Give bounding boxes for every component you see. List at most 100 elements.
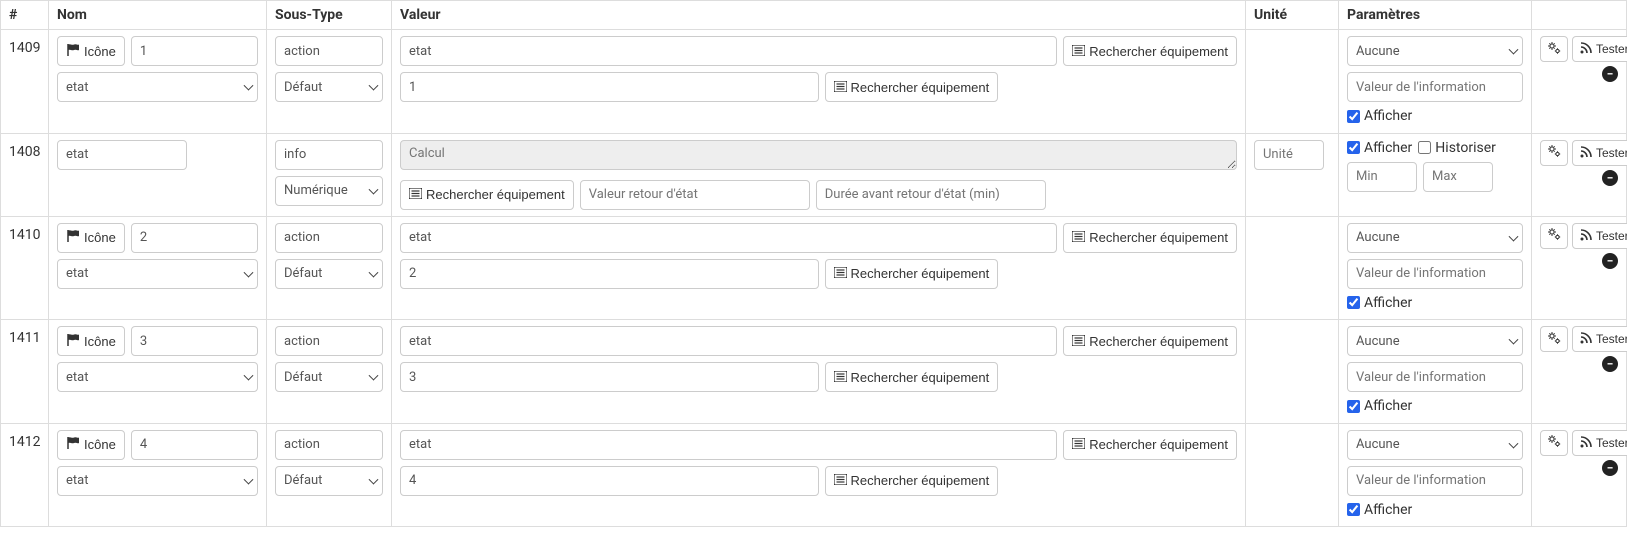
val-top-input[interactable] [400,430,1057,460]
search-equipment-button[interactable]: Rechercher équipement [825,466,999,496]
header-stype: Sous-Type [267,1,392,30]
search-equipment-button[interactable]: Rechercher équipement [825,259,999,289]
test-button[interactable]: Tester [1572,223,1627,249]
search-equipment-button[interactable]: Rechercher équipement [400,180,574,210]
nom-number-input[interactable] [131,36,258,66]
test-button[interactable]: Tester [1572,430,1627,456]
test-button[interactable]: Tester [1572,140,1627,166]
icon-picker-button[interactable]: Icône [57,326,125,356]
param-info-input[interactable] [1347,362,1523,392]
val-bot-input[interactable] [400,362,819,392]
param-info-input[interactable] [1347,259,1523,289]
nom-text-input[interactable] [57,140,187,170]
search-equipment-button[interactable]: Rechercher équipement [825,72,999,102]
unit-input[interactable] [1254,140,1324,170]
nom-select[interactable]: etat [57,466,258,496]
header-val: Valeur [392,1,1246,30]
test-label: Tester [1596,42,1627,56]
stype-select[interactable]: Défaut [275,466,383,496]
list-icon [1072,437,1085,452]
test-button[interactable]: Tester [1572,326,1627,352]
nom-select[interactable]: etat [57,72,258,102]
test-button[interactable]: Tester [1572,36,1627,62]
afficher-checkbox[interactable] [1347,503,1360,516]
afficher-label[interactable]: Afficher [1347,295,1412,311]
row-id: 1410 [1,216,49,320]
stype-kind [275,326,383,356]
min-input[interactable] [1347,162,1417,192]
stype-kind [275,140,383,170]
search-equipment-button[interactable]: Rechercher équipement [1063,36,1237,66]
settings-button[interactable] [1540,326,1568,352]
remove-button[interactable]: − [1602,66,1618,82]
afficher-label[interactable]: Afficher [1347,502,1412,518]
search-equipment-label: Rechercher équipement [851,266,990,281]
afficher-label[interactable]: Afficher [1347,140,1412,156]
afficher-label[interactable]: Afficher [1347,108,1412,124]
afficher-checkbox[interactable] [1347,296,1360,309]
nom-cell: Icône etat [57,326,258,392]
stype-select[interactable]: Défaut [275,259,383,289]
unit-cell [1246,30,1339,134]
val-bot-input[interactable] [400,72,819,102]
stype-select[interactable]: Numérique [275,176,383,206]
stype-select[interactable]: Défaut [275,362,383,392]
param-select[interactable]: Aucune [1347,430,1523,460]
afficher-checkbox[interactable] [1347,400,1360,413]
settings-button[interactable] [1540,36,1568,62]
calcul-textarea[interactable] [400,140,1237,170]
val-bot-input[interactable] [400,466,819,496]
nom-select[interactable]: etat [57,259,258,289]
remove-button[interactable]: − [1602,170,1618,186]
icon-picker-label: Icône [84,230,116,245]
val-bot-input[interactable] [400,259,819,289]
remove-button[interactable]: − [1602,460,1618,476]
search-equipment-button[interactable]: Rechercher équipement [1063,430,1237,460]
row-id: 1411 [1,320,49,424]
remove-button[interactable]: − [1602,356,1618,372]
val-top-input[interactable] [400,326,1057,356]
afficher-checkbox[interactable] [1347,110,1360,123]
historiser-checkbox[interactable] [1418,141,1431,154]
list-icon [834,473,847,488]
table-row: 1409 Icône etat Défaut Rechercher équipe… [1,30,1627,134]
icon-picker-label: Icône [84,44,116,59]
flag-icon [66,436,80,453]
afficher-label[interactable]: Afficher [1347,398,1412,414]
historiser-label[interactable]: Historiser [1418,140,1496,156]
commands-table: # Nom Sous-Type Valeur Unité Paramètres … [0,0,1627,527]
nom-number-input[interactable] [131,223,258,253]
afficher-checkbox[interactable] [1347,141,1360,154]
gears-icon [1547,227,1561,244]
icon-picker-button[interactable]: Icône [57,36,125,66]
val-top-input[interactable] [400,36,1057,66]
stype-kind [275,430,383,460]
stype-select[interactable]: Défaut [275,72,383,102]
table-row: 1408 Numérique Rechercher équipement Aff… [1,133,1627,216]
nom-select[interactable]: etat [57,362,258,392]
settings-button[interactable] [1540,140,1568,166]
param-select[interactable]: Aucune [1347,326,1523,356]
settings-button[interactable] [1540,430,1568,456]
icon-picker-label: Icône [84,437,116,452]
val-retour-input[interactable] [580,180,810,210]
param-info-input[interactable] [1347,72,1523,102]
param-cell: Aucune Afficher [1347,326,1523,417]
nom-number-input[interactable] [131,430,258,460]
param-info-input[interactable] [1347,466,1523,496]
search-equipment-button[interactable]: Rechercher équipement [1063,223,1237,253]
max-input[interactable] [1423,162,1493,192]
nom-cell: Icône etat [57,223,258,289]
remove-button[interactable]: − [1602,253,1618,269]
icon-picker-button[interactable]: Icône [57,223,125,253]
search-equipment-button[interactable]: Rechercher équipement [825,362,999,392]
settings-button[interactable] [1540,223,1568,249]
icon-picker-button[interactable]: Icône [57,430,125,460]
nom-number-input[interactable] [131,326,258,356]
param-select[interactable]: Aucune [1347,36,1523,66]
search-equipment-button[interactable]: Rechercher équipement [1063,326,1237,356]
flag-icon [66,333,80,350]
duree-retour-input[interactable] [816,180,1046,210]
val-top-input[interactable] [400,223,1057,253]
param-select[interactable]: Aucune [1347,223,1523,253]
